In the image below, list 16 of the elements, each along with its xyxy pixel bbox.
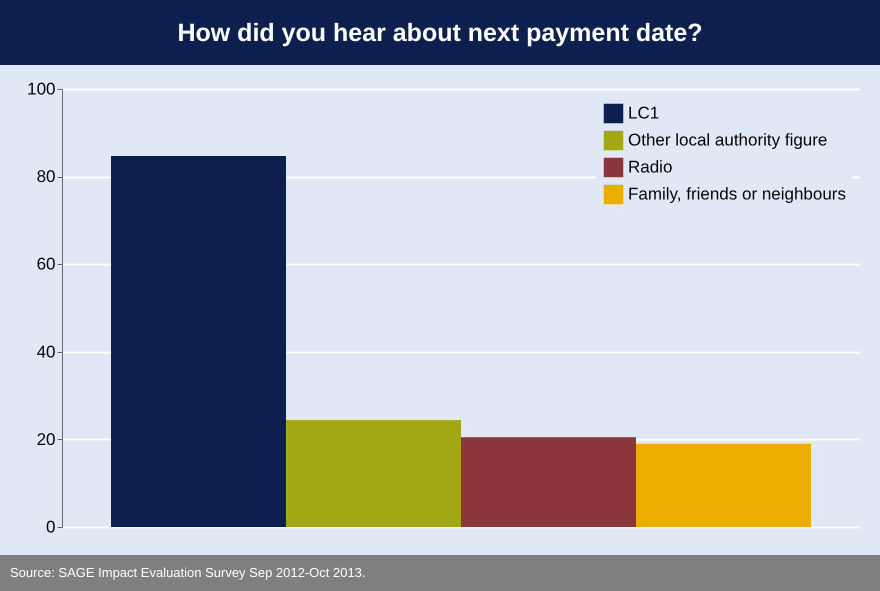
bar [636, 444, 811, 527]
y-tick-label: 40 [36, 342, 56, 362]
legend-label: Other local authority figure [628, 130, 828, 150]
y-tick-label: 60 [36, 254, 56, 274]
bar [461, 437, 636, 527]
source-note: Source: SAGE Impact Evaluation Survey Sep 2012-Oct 2013. [10, 565, 366, 580]
y-tick-label: 0 [46, 518, 56, 536]
y-tick-label: 100 [27, 80, 56, 98]
bar [111, 156, 286, 527]
bar [286, 420, 461, 527]
y-tick-label: 80 [36, 167, 56, 186]
y-tick-label: 20 [36, 430, 56, 449]
legend-label: LC1 [628, 104, 660, 122]
legend-label: Family, friends or neighbours [628, 184, 846, 204]
legend-label: Radio [628, 158, 672, 176]
chart-title: How did you hear about next payment date? [177, 19, 703, 47]
